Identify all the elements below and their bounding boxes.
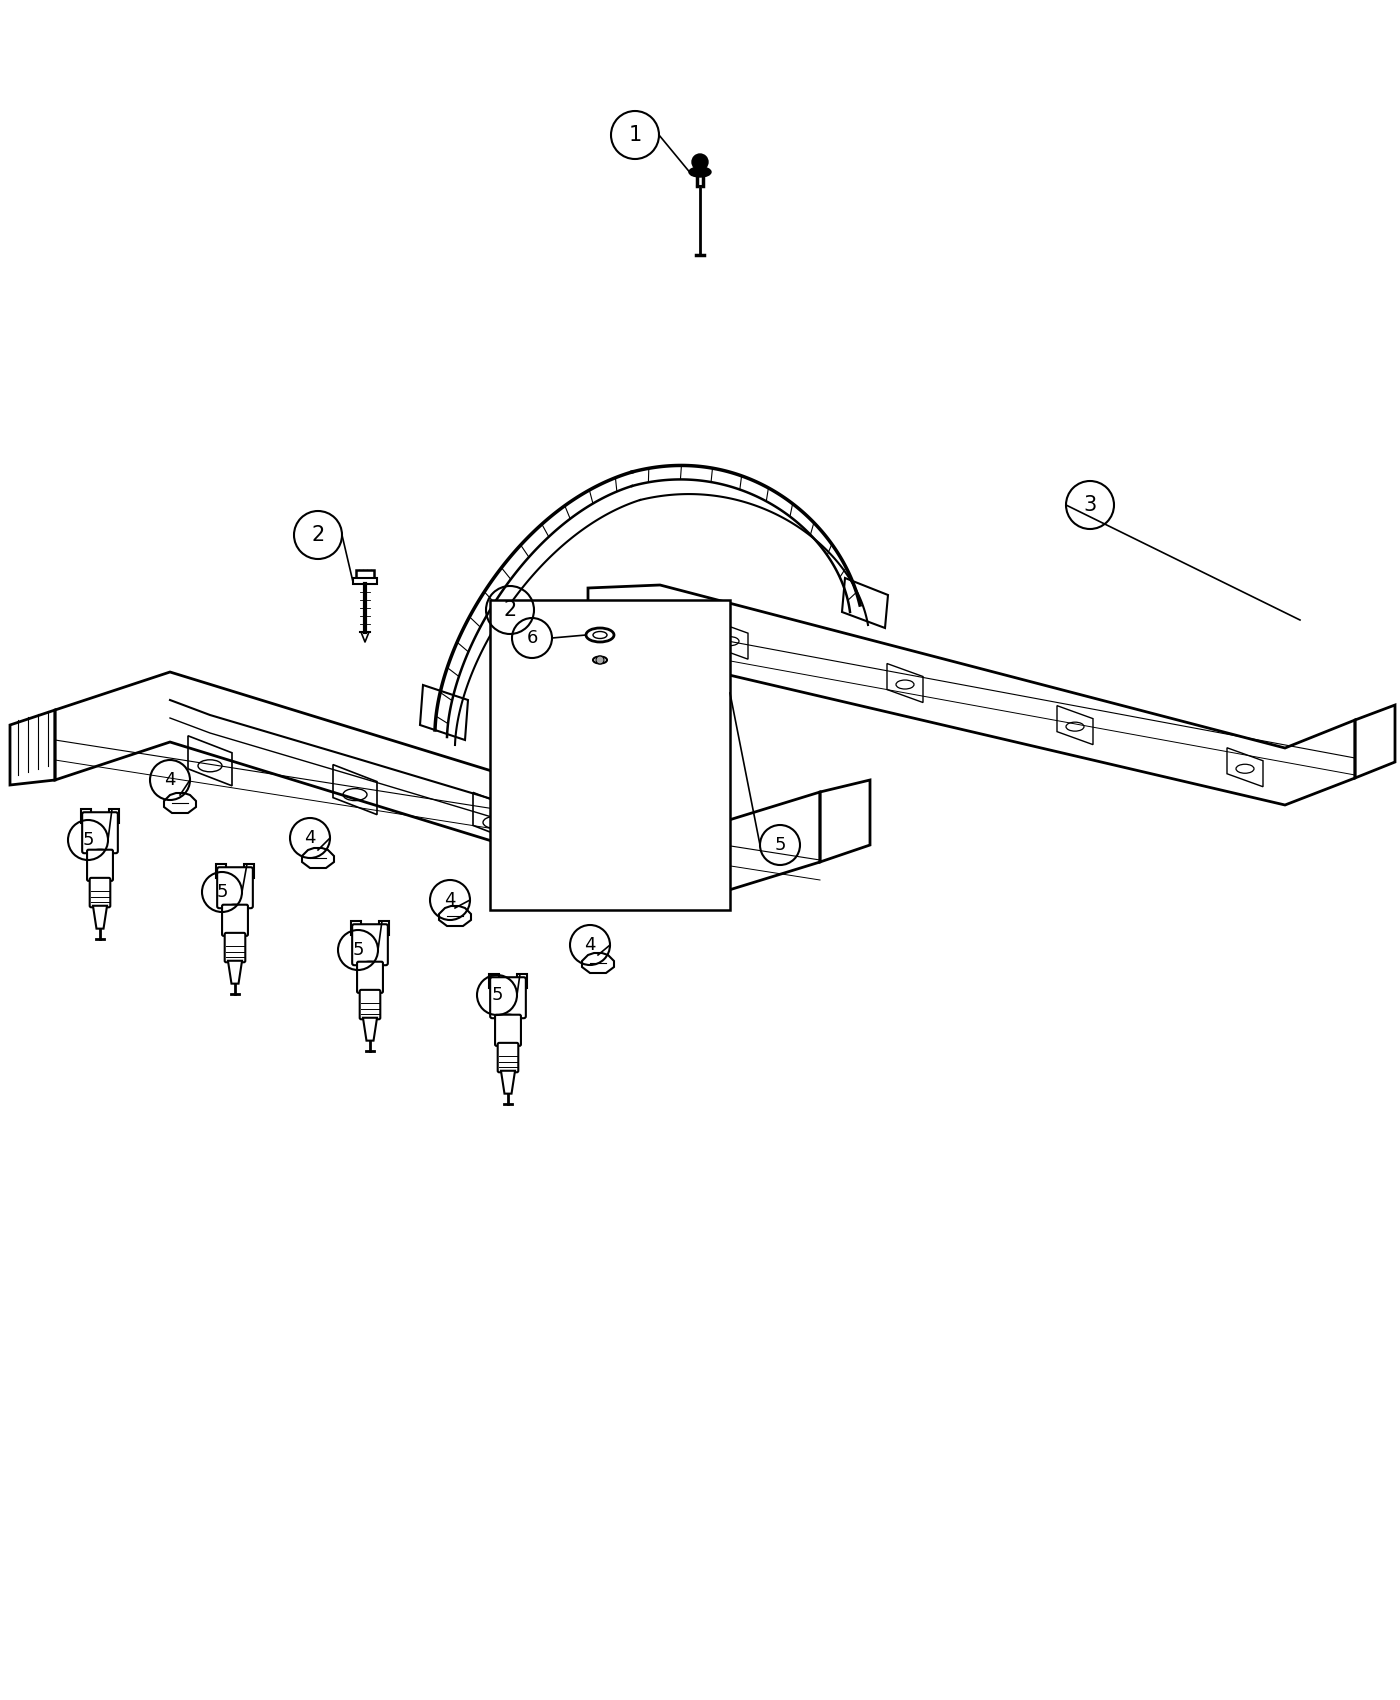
FancyBboxPatch shape bbox=[360, 989, 381, 1020]
FancyBboxPatch shape bbox=[496, 1015, 521, 1046]
Text: 5: 5 bbox=[216, 882, 228, 901]
FancyBboxPatch shape bbox=[83, 813, 118, 853]
Polygon shape bbox=[350, 921, 361, 935]
Text: 5: 5 bbox=[774, 836, 785, 853]
Polygon shape bbox=[577, 675, 589, 690]
FancyBboxPatch shape bbox=[585, 722, 615, 760]
FancyBboxPatch shape bbox=[588, 756, 612, 790]
FancyBboxPatch shape bbox=[490, 977, 526, 1018]
Polygon shape bbox=[582, 954, 615, 972]
Text: 4: 4 bbox=[584, 937, 596, 954]
Polygon shape bbox=[302, 848, 335, 869]
Polygon shape bbox=[228, 960, 242, 984]
Polygon shape bbox=[379, 921, 389, 935]
Polygon shape bbox=[592, 789, 609, 818]
Text: 2: 2 bbox=[311, 525, 325, 546]
Text: 2: 2 bbox=[504, 600, 517, 620]
FancyBboxPatch shape bbox=[357, 962, 384, 993]
FancyBboxPatch shape bbox=[580, 678, 622, 726]
Polygon shape bbox=[109, 809, 119, 823]
Text: 5: 5 bbox=[491, 986, 503, 1005]
Polygon shape bbox=[92, 906, 106, 928]
Text: 1: 1 bbox=[629, 126, 641, 144]
FancyBboxPatch shape bbox=[543, 648, 567, 654]
FancyBboxPatch shape bbox=[217, 867, 253, 908]
FancyBboxPatch shape bbox=[353, 925, 388, 966]
Text: 6: 6 bbox=[526, 629, 538, 648]
Text: 3: 3 bbox=[1084, 495, 1096, 515]
FancyBboxPatch shape bbox=[224, 933, 245, 962]
FancyBboxPatch shape bbox=[498, 1042, 518, 1073]
FancyBboxPatch shape bbox=[90, 877, 111, 908]
FancyBboxPatch shape bbox=[223, 904, 248, 937]
Polygon shape bbox=[517, 974, 528, 988]
Circle shape bbox=[692, 155, 708, 170]
Text: 4: 4 bbox=[444, 891, 456, 910]
Circle shape bbox=[596, 656, 603, 665]
FancyBboxPatch shape bbox=[353, 578, 377, 585]
Polygon shape bbox=[244, 864, 255, 877]
Text: 5: 5 bbox=[83, 831, 94, 848]
Polygon shape bbox=[440, 906, 470, 926]
Text: 4: 4 bbox=[164, 772, 176, 789]
Polygon shape bbox=[216, 864, 227, 877]
FancyBboxPatch shape bbox=[87, 850, 113, 881]
Text: 4: 4 bbox=[304, 830, 316, 847]
FancyBboxPatch shape bbox=[546, 639, 564, 648]
Polygon shape bbox=[610, 675, 623, 690]
Ellipse shape bbox=[689, 167, 711, 177]
Polygon shape bbox=[489, 974, 500, 988]
Polygon shape bbox=[164, 792, 196, 813]
Text: 5: 5 bbox=[353, 942, 364, 959]
FancyBboxPatch shape bbox=[490, 600, 729, 910]
Polygon shape bbox=[81, 809, 91, 823]
Polygon shape bbox=[501, 1071, 515, 1093]
FancyBboxPatch shape bbox=[356, 570, 374, 578]
Polygon shape bbox=[363, 1018, 377, 1040]
